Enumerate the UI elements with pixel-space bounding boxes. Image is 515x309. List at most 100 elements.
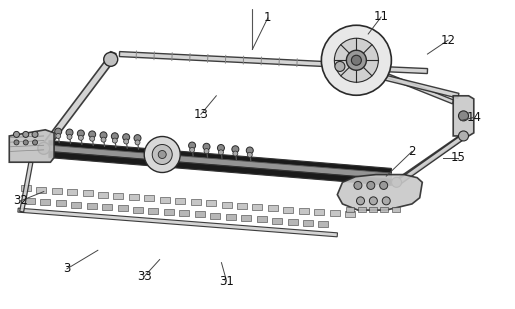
Bar (391, 207, 400, 212)
Bar (164, 209, 174, 215)
Bar (56, 200, 66, 206)
Circle shape (203, 143, 210, 150)
Bar (210, 213, 220, 219)
Bar (191, 199, 201, 205)
Bar (87, 203, 97, 209)
Bar (226, 214, 236, 220)
Bar (206, 200, 216, 206)
Bar (67, 189, 77, 195)
Bar (82, 190, 93, 197)
Circle shape (66, 129, 73, 136)
Polygon shape (453, 96, 474, 136)
Bar (314, 209, 324, 215)
Polygon shape (49, 145, 391, 179)
Polygon shape (108, 52, 116, 60)
Circle shape (104, 52, 118, 66)
Text: 33: 33 (137, 270, 151, 283)
Text: 14: 14 (466, 111, 482, 124)
Circle shape (123, 134, 130, 141)
Circle shape (55, 128, 62, 135)
Circle shape (190, 147, 195, 152)
Polygon shape (364, 66, 427, 74)
Bar (318, 221, 329, 227)
Circle shape (112, 138, 117, 143)
Text: 2: 2 (408, 145, 416, 158)
Bar (287, 219, 298, 225)
Bar (346, 207, 354, 212)
Circle shape (188, 142, 196, 149)
Circle shape (458, 111, 469, 121)
Bar (195, 211, 205, 218)
Circle shape (246, 147, 253, 154)
Bar (144, 195, 154, 201)
Polygon shape (9, 130, 54, 162)
Circle shape (23, 140, 28, 145)
Bar (133, 206, 143, 213)
Circle shape (56, 133, 61, 138)
Circle shape (23, 131, 29, 138)
Text: 31: 31 (219, 275, 234, 288)
Bar (129, 194, 139, 200)
Text: 32: 32 (13, 194, 28, 207)
Polygon shape (337, 175, 422, 210)
Circle shape (38, 142, 50, 154)
Bar (357, 207, 366, 212)
Polygon shape (20, 162, 33, 212)
Circle shape (351, 55, 362, 65)
Circle shape (356, 197, 365, 205)
Bar (117, 205, 128, 211)
Circle shape (67, 134, 72, 139)
Circle shape (382, 197, 390, 205)
Circle shape (144, 137, 180, 172)
Circle shape (152, 145, 172, 164)
Polygon shape (375, 69, 454, 104)
Polygon shape (41, 57, 113, 150)
Polygon shape (395, 134, 465, 184)
Circle shape (77, 130, 84, 137)
Circle shape (135, 140, 140, 145)
Text: 11: 11 (373, 11, 389, 23)
Text: 12: 12 (440, 34, 456, 47)
Circle shape (334, 38, 379, 82)
Circle shape (335, 61, 345, 71)
Circle shape (367, 181, 375, 189)
Bar (252, 204, 263, 210)
Bar (102, 204, 112, 210)
Text: 1: 1 (264, 11, 271, 24)
Bar (52, 188, 62, 194)
Bar (36, 187, 46, 193)
Bar (175, 198, 185, 204)
Circle shape (124, 139, 129, 144)
Polygon shape (119, 52, 330, 67)
Text: 15: 15 (451, 151, 466, 164)
Bar (160, 197, 170, 203)
Circle shape (354, 181, 362, 189)
Circle shape (321, 25, 391, 95)
Circle shape (218, 150, 224, 155)
Bar (268, 205, 278, 211)
Text: 13: 13 (194, 108, 208, 121)
Circle shape (100, 132, 107, 139)
Circle shape (111, 133, 118, 140)
Bar (40, 199, 50, 205)
Bar (345, 211, 355, 218)
Bar (221, 201, 232, 208)
Circle shape (101, 137, 106, 142)
Bar (237, 203, 247, 209)
Bar (241, 215, 251, 221)
Bar (272, 218, 282, 224)
Circle shape (247, 152, 252, 157)
Circle shape (32, 140, 38, 145)
Circle shape (90, 136, 95, 141)
Bar (21, 185, 31, 192)
Circle shape (233, 151, 238, 156)
Bar (71, 201, 81, 208)
Bar (303, 220, 313, 226)
Circle shape (369, 197, 377, 205)
Bar (98, 192, 108, 198)
Circle shape (13, 131, 20, 138)
Circle shape (14, 140, 19, 145)
Circle shape (32, 131, 38, 138)
Circle shape (458, 131, 469, 141)
Circle shape (78, 135, 83, 140)
